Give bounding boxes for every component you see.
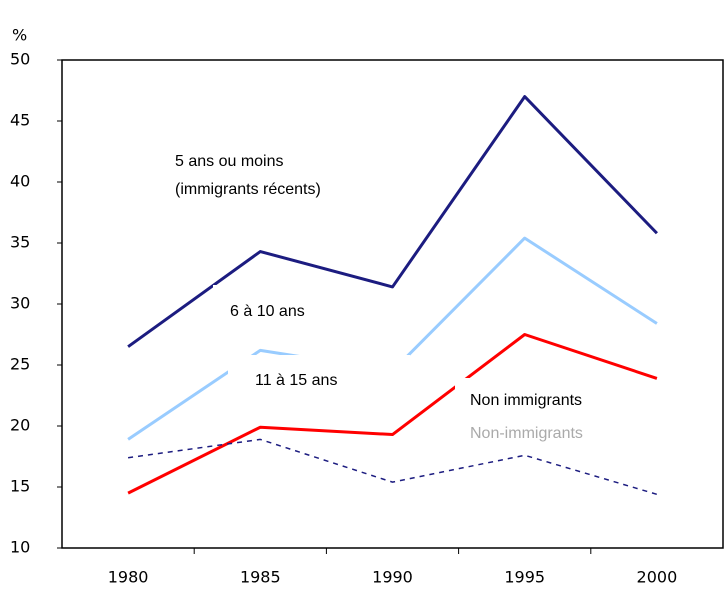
annotation: Non immigrants bbox=[470, 392, 582, 409]
series-line bbox=[127, 333, 658, 495]
label-box bbox=[228, 355, 410, 405]
annotation: (immigrants récents) bbox=[175, 181, 321, 198]
series-line bbox=[127, 438, 658, 496]
label-box bbox=[213, 285, 361, 335]
y-tick-label: 30 bbox=[10, 294, 30, 313]
series-line bbox=[127, 95, 658, 348]
label-box bbox=[455, 378, 645, 422]
annotation: 5 ans ou moins bbox=[175, 153, 284, 170]
x-tick-label: 1990 bbox=[372, 568, 413, 587]
label-box bbox=[155, 140, 380, 210]
y-tick-label: 10 bbox=[10, 538, 30, 557]
y-tick-label: 45 bbox=[10, 111, 30, 130]
x-tick-label: 1980 bbox=[108, 568, 149, 587]
annotation: 11 à 15 ans bbox=[255, 372, 337, 389]
x-tick-label: 2000 bbox=[637, 568, 678, 587]
plot-frame bbox=[61, 59, 724, 549]
y-axis-label: % bbox=[12, 26, 27, 45]
annotation: Non-immigrants bbox=[470, 425, 583, 442]
x-tick-label: 1995 bbox=[504, 568, 545, 587]
y-tick-label: 50 bbox=[10, 50, 30, 69]
annotation: 6 à 10 ans bbox=[230, 303, 305, 320]
y-tick-label: 25 bbox=[10, 355, 30, 374]
y-tick-label: 15 bbox=[10, 477, 30, 496]
y-tick-label: 40 bbox=[10, 172, 30, 191]
y-tick-label: 20 bbox=[10, 416, 30, 435]
x-tick-label: 1985 bbox=[240, 568, 281, 587]
y-tick-label: 35 bbox=[10, 233, 30, 252]
